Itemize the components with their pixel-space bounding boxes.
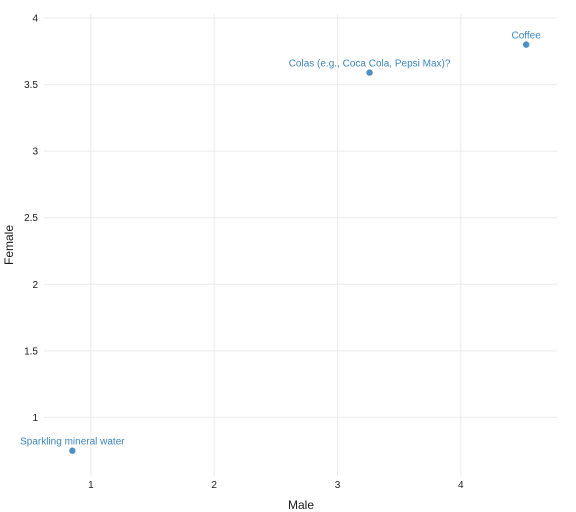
data-point: [522, 41, 530, 48]
y-tick-label: 3.5: [24, 80, 38, 91]
gridlines: [44, 14, 557, 476]
x-tick-labels: 1 2 3 4: [88, 480, 464, 491]
x-tick-label: 4: [458, 480, 464, 491]
x-tick-label: 2: [211, 480, 217, 491]
y-tick-label: 2: [32, 280, 38, 291]
y-axis-title: Female: [2, 225, 16, 265]
x-axis-title: Male: [288, 498, 314, 512]
data-point-label: Sparkling mineral water: [20, 437, 125, 448]
data-point: [69, 447, 76, 454]
y-tick-label: 1: [32, 413, 38, 424]
x-tick-label: 1: [88, 480, 94, 491]
y-tick-label: 3: [32, 147, 38, 158]
data-point-label: Colas (e.g., Coca Cola, Pepsi Max)?: [289, 59, 451, 70]
y-tick-label: 2.5: [24, 213, 38, 224]
data-point-label: Coffee: [512, 31, 542, 42]
y-tick-label: 4: [32, 13, 38, 24]
y-tick-label: 1.5: [24, 346, 38, 357]
data-point: [366, 69, 373, 76]
y-tick-labels: 1 1.5 2 2.5 3 3.5 4: [24, 13, 38, 423]
data-points: Sparkling mineral water Colas (e.g., Coca…: [20, 31, 541, 454]
x-tick-label: 3: [335, 480, 341, 491]
